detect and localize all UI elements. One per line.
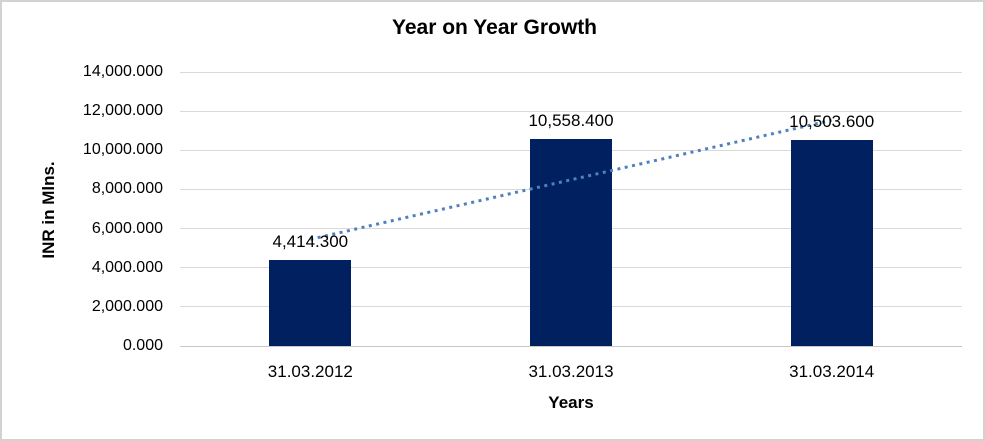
gridline: [180, 110, 962, 112]
y-axis-tick-label: 0.000: [122, 337, 163, 354]
x-axis-category-label: 31.03.2014: [789, 362, 875, 381]
bar-31.03.2013: [530, 139, 612, 346]
bar-31.03.2012: [269, 259, 352, 346]
y-axis-tick-label: 8,000.000: [91, 180, 163, 198]
x-axis-title: Years: [548, 393, 594, 412]
bar-data-label: 10,558.400: [528, 111, 614, 131]
bar-31.03.2014: [790, 140, 873, 346]
y-axis-tick-label: 6,000.000: [91, 219, 163, 237]
y-axis-tick-label: 4,000.000: [91, 258, 163, 276]
x-axis-category-label: 31.03.2013: [528, 362, 614, 381]
y-axis-tick-label: 10,000.000: [82, 141, 163, 159]
y-axis-tick-label: 14,000.000: [82, 63, 163, 80]
y-axis-tick-label: 12,000.000: [82, 102, 163, 120]
bar-data-label: 10,503.600: [789, 112, 875, 132]
bar-data-label: 4,414.300: [272, 231, 349, 251]
x-axis-line: [180, 345, 962, 347]
y-axis-tick-label: 2,000.000: [91, 297, 163, 315]
chart-title: Year on Year Growth: [391, 16, 598, 39]
y-axis-title: INR in Mlns.: [39, 161, 58, 259]
gridline: [180, 71, 962, 73]
x-axis-category-label: 31.03.2012: [267, 362, 353, 381]
